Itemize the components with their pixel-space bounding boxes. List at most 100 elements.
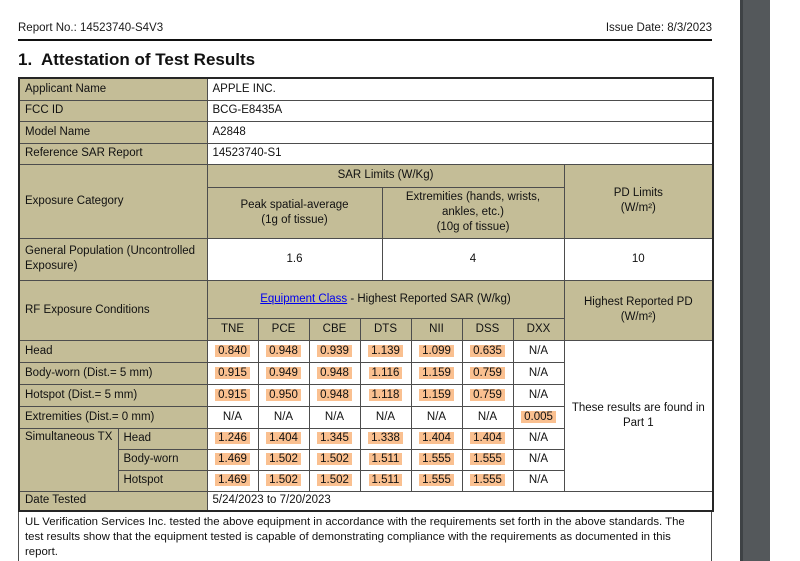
table-row: Date Tested 5/24/2023 to 7/20/2023 [18, 490, 714, 512]
sar-value: 0.939 [308, 339, 361, 363]
table-row: Body-worn 1.469 1.502 1.502 1.511 1.555 … [19, 448, 713, 471]
sar-value: N/A [257, 405, 310, 429]
reference-sar-report-label: Reference SAR Report [18, 142, 208, 165]
sar-value: 1.116 [359, 361, 412, 385]
sar-limits-header: SAR Limits (W/Kg) [206, 163, 565, 188]
table-row: Hotspot 1.469 1.502 1.502 1.511 1.555 1.… [19, 469, 713, 492]
sar-value: 1.404 [410, 427, 463, 450]
sar-value: N/A [512, 361, 565, 385]
sar-value: 0.915 [206, 361, 259, 385]
column-header-dts: DTS [359, 317, 412, 341]
report-number: Report No.: 14523740-S4V3 [18, 22, 164, 34]
sar-value: 0.759 [461, 361, 514, 385]
sar-value: 1.469 [206, 469, 259, 492]
sar-value: 0.949 [257, 361, 310, 385]
extremities-row-label: Extremities (Dist.= 0 mm) [18, 405, 208, 429]
pd-limit-value: 10 [563, 237, 714, 281]
page-title: 1. Attestation of Test Results [18, 50, 256, 69]
sar-value: 1.502 [308, 448, 361, 471]
sar-value: 1.555 [410, 448, 463, 471]
column-header-tne: TNE [206, 317, 259, 341]
sar-value: 1.555 [461, 448, 514, 471]
column-header-dss: DSS [461, 317, 514, 341]
sar-value: 1.404 [461, 427, 514, 450]
table-row: RF Exposure Conditions Equipment Class -… [18, 279, 714, 341]
peak-limit-value: 1.6 [206, 237, 383, 281]
sar-value: 1.511 [359, 469, 412, 492]
sar-value: N/A [512, 339, 565, 363]
exposure-category-label: Exposure Category [18, 163, 208, 239]
reference-sar-report-value: 14523740-S1 [206, 142, 714, 165]
sar-value: 0.759 [461, 383, 514, 407]
extremities-limit-header: Extremities (hands, wrists, ankles, etc.… [381, 186, 565, 239]
sar-value: 1.159 [410, 383, 463, 407]
model-name-label: Model Name [18, 120, 208, 144]
sar-value: 1.345 [308, 427, 361, 450]
table-row: Exposure Category SAR Limits (W/Kg) PD L… [18, 163, 714, 239]
table-row: Peak spatial-average (1g of tissue) Extr… [19, 186, 713, 239]
date-tested-value: 5/24/2023 to 7/20/2023 [206, 490, 714, 512]
sar-value: 1.555 [461, 469, 514, 492]
attestation-statement: UL Verification Services Inc. tested the… [18, 512, 712, 561]
table-row: Head 0.840 0.948 0.939 1.139 1.099 0.635… [18, 339, 714, 492]
applicant-name-value: APPLE INC. [206, 77, 714, 101]
sar-value: 1.502 [257, 469, 310, 492]
peak-spatial-average-header: Peak spatial-average (1g of tissue) [206, 186, 383, 239]
hotspot-row-label: Hotspot (Dist.= 5 mm) [18, 383, 208, 407]
sim-head-label: Head [117, 427, 208, 450]
column-header-nii: NII [410, 317, 463, 341]
sar-value: 0.840 [206, 339, 259, 363]
document-header: Report No.: 14523740-S4V3 Issue Date: 8/… [18, 22, 712, 41]
sar-value: N/A [512, 427, 565, 450]
date-tested-label: Date Tested [18, 490, 208, 512]
sim-hotspot-label: Hotspot [117, 469, 208, 492]
sar-value: N/A [512, 469, 565, 492]
sar-value: N/A [308, 405, 361, 429]
equipment-class-link[interactable]: Equipment Class [260, 292, 348, 305]
results-note: These results are found in Part 1 [563, 339, 714, 492]
simultaneous-tx-label: Simultaneous TX [18, 427, 119, 492]
model-name-value: A2848 [206, 120, 714, 144]
sar-value: 0.635 [461, 339, 514, 363]
sar-value: 0.005 [512, 405, 565, 429]
extremities-limit-value: 4 [381, 237, 565, 281]
table-row: General Population (Uncontrolled Exposur… [18, 237, 714, 281]
sar-value: 1.139 [359, 339, 412, 363]
table-row: Extremities (Dist.= 0 mm) N/A N/A N/A N/… [18, 405, 713, 429]
sar-value: 0.948 [257, 339, 310, 363]
statement-paragraph-1: UL Verification Services Inc. tested the… [25, 516, 685, 558]
attestation-table: Applicant Name APPLE INC. FCC ID BCG-E84… [18, 77, 715, 512]
pd-limits-header: PD Limits (W/m²) [563, 163, 714, 239]
sar-value: 0.948 [308, 361, 361, 385]
report-page: Report No.: 14523740-S4V3 Issue Date: 8/… [18, 0, 770, 561]
sar-value: 0.915 [206, 383, 259, 407]
table-row: Hotspot (Dist.= 5 mm) 0.915 0.950 0.948 … [18, 383, 713, 407]
fcc-id-value: BCG-E8435A [206, 99, 714, 122]
sar-value: 1.246 [206, 427, 259, 450]
sar-value: N/A [359, 405, 412, 429]
sar-value: 1.099 [410, 339, 463, 363]
sar-value: 1.511 [359, 448, 412, 471]
page-content: Report No.: 14523740-S4V3 Issue Date: 8/… [18, 0, 715, 561]
sar-value: 0.950 [257, 383, 310, 407]
issue-date: Issue Date: 8/3/2023 [605, 22, 712, 34]
sar-value: N/A [206, 405, 259, 429]
sar-value: 1.555 [410, 469, 463, 492]
sar-value: 1.159 [410, 361, 463, 385]
sar-value: 1.118 [359, 383, 412, 407]
highest-reported-pd-header: Highest Reported PD (W/m²) [563, 279, 714, 341]
body-worn-row-label: Body-worn (Dist.= 5 mm) [18, 361, 208, 385]
sar-value: 0.948 [308, 383, 361, 407]
sar-value: 1.502 [257, 448, 310, 471]
table-row: Simultaneous TX Head 1.246 1.404 1.345 1… [18, 427, 713, 492]
sar-value: 1.502 [308, 469, 361, 492]
sar-value: 1.469 [206, 448, 259, 471]
sar-value: N/A [461, 405, 514, 429]
rf-exposure-conditions-label: RF Exposure Conditions [18, 279, 208, 341]
applicant-name-label: Applicant Name [18, 77, 208, 101]
sar-value: 1.404 [257, 427, 310, 450]
table-row: Applicant Name APPLE INC. [18, 77, 714, 101]
sar-value: N/A [512, 448, 565, 471]
table-row: Reference SAR Report 14523740-S1 [18, 142, 714, 165]
table-row: FCC ID BCG-E8435A [18, 99, 714, 122]
